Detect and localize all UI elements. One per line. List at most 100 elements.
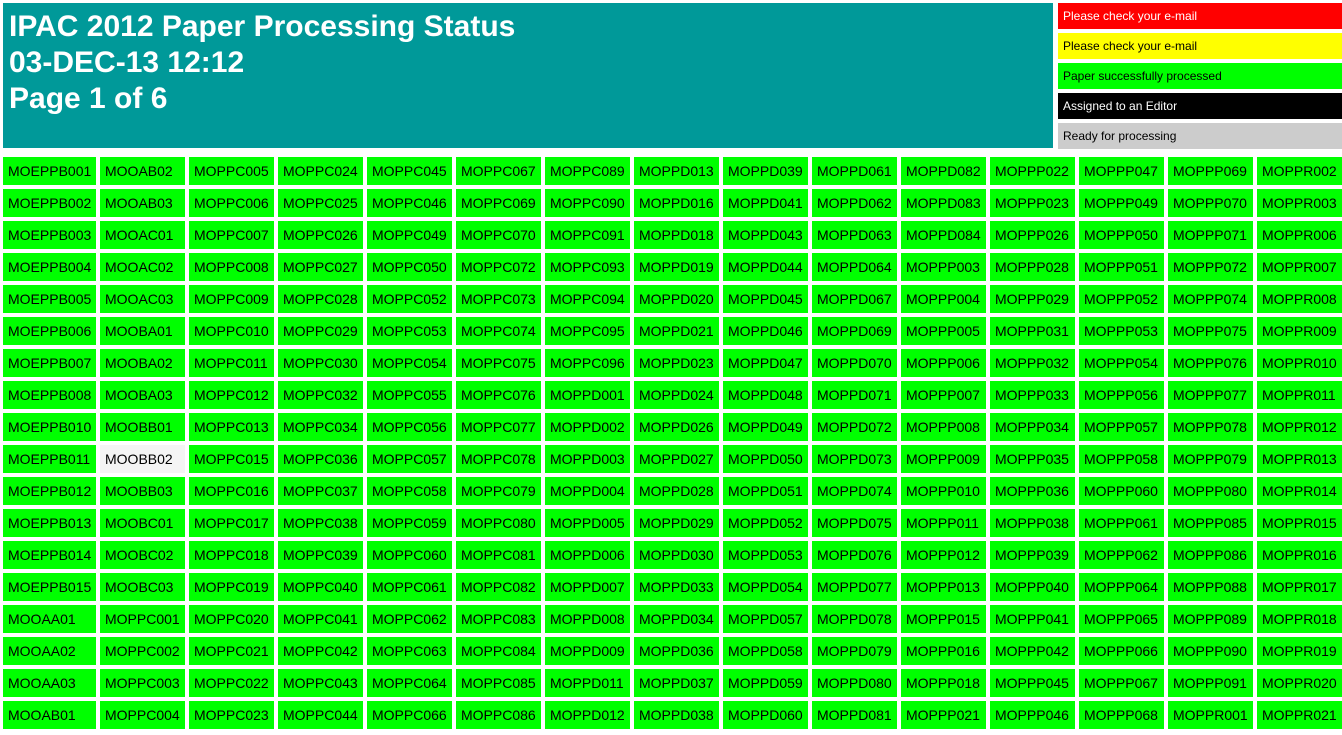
paper-cell: MOPPR020 xyxy=(1257,669,1342,697)
paper-cell: MOOAB01 xyxy=(3,701,96,729)
paper-cell: MOPPD034 xyxy=(634,605,719,633)
paper-cell: MOPPC085 xyxy=(456,669,541,697)
paper-cell: MOOAA03 xyxy=(3,669,96,697)
paper-cell: MOPPP076 xyxy=(1168,349,1253,377)
paper-cell: MOPPP005 xyxy=(901,317,986,345)
paper-cell: MOPPC007 xyxy=(189,221,274,249)
paper-cell: MOPPP040 xyxy=(990,573,1075,601)
paper-cell: MOOAC03 xyxy=(100,285,185,313)
paper-cell: MOPPC010 xyxy=(189,317,274,345)
paper-cell: MOPPD016 xyxy=(634,189,719,217)
paper-cell: MOPPC066 xyxy=(367,701,452,729)
paper-cell: MOPPD039 xyxy=(723,157,808,185)
grid-column: MOPPD039 MOPPD041 MOPPD043 MOPPD044 MOPPD045… xyxy=(723,157,808,729)
paper-cell: MOPPP046 xyxy=(990,701,1075,729)
paper-cell: MOPPD063 xyxy=(812,221,897,249)
paper-cell: MOEPPB008 xyxy=(3,381,96,409)
paper-cell: MOPPC005 xyxy=(189,157,274,185)
paper-cell: MOPPC012 xyxy=(189,381,274,409)
paper-cell: MOPPD007 xyxy=(545,573,630,601)
paper-cell: MOPPR012 xyxy=(1257,413,1342,441)
paper-cell: MOPPC079 xyxy=(456,477,541,505)
paper-cell: MOPPP079 xyxy=(1168,445,1253,473)
paper-cell: MOPPC004 xyxy=(100,701,185,729)
paper-cell: MOPPD084 xyxy=(901,221,986,249)
paper-cell: MOPPP060 xyxy=(1079,477,1164,505)
paper-cell: MOPPC070 xyxy=(456,221,541,249)
paper-cell: MOPPD059 xyxy=(723,669,808,697)
paper-cell: MOPPD018 xyxy=(634,221,719,249)
paper-cell: MOPPR017 xyxy=(1257,573,1342,601)
paper-cell: MOPPD061 xyxy=(812,157,897,185)
paper-cell: MOPPC034 xyxy=(278,413,363,441)
paper-cell: MOPPC081 xyxy=(456,541,541,569)
paper-cell: MOPPC063 xyxy=(367,637,452,665)
paper-cell: MOPPC042 xyxy=(278,637,363,665)
grid-column: MOPPC024 MOPPC025 MOPPC026 MOPPC027 MOPPC028… xyxy=(278,157,363,729)
paper-cell: MOPPP008 xyxy=(901,413,986,441)
paper-cell: MOPPD020 xyxy=(634,285,719,313)
paper-cell: MOPPR001 xyxy=(1168,701,1253,729)
paper-cell: MOPPC089 xyxy=(545,157,630,185)
paper-cell: MOOAC01 xyxy=(100,221,185,249)
paper-cell: MOPPC054 xyxy=(367,349,452,377)
paper-cell: MOEPPB002 xyxy=(3,189,96,217)
paper-cell: MOPPP072 xyxy=(1168,253,1253,281)
paper-cell: MOPPD060 xyxy=(723,701,808,729)
paper-cell: MOPPD004 xyxy=(545,477,630,505)
paper-cell: MOPPC074 xyxy=(456,317,541,345)
paper-cell: MOPPD019 xyxy=(634,253,719,281)
paper-cell: MOPPP070 xyxy=(1168,189,1253,217)
paper-cell: MOPPC049 xyxy=(367,221,452,249)
paper-cell: MOPPC020 xyxy=(189,605,274,633)
paper-cell: MOPPD052 xyxy=(723,509,808,537)
paper-cell: MOPPC080 xyxy=(456,509,541,537)
legend-item: Please check your e-mail xyxy=(1058,3,1342,29)
paper-cell: MOPPP056 xyxy=(1079,381,1164,409)
paper-cell: MOPPC023 xyxy=(189,701,274,729)
paper-cell: MOOBB02 xyxy=(100,445,185,473)
paper-cell: MOPPP049 xyxy=(1079,189,1164,217)
paper-cell: MOPPP086 xyxy=(1168,541,1253,569)
paper-cell: MOPPP003 xyxy=(901,253,986,281)
grid-column: MOPPC089 MOPPC090 MOPPC091 MOPPC093 MOPPC094… xyxy=(545,157,630,729)
paper-cell: MOPPP036 xyxy=(990,477,1075,505)
paper-cell: MOPPC058 xyxy=(367,477,452,505)
paper-cell: MOPPR006 xyxy=(1257,221,1342,249)
header: IPAC 2012 Paper Processing Status 03-DEC… xyxy=(3,3,1053,148)
paper-cell: MOPPP054 xyxy=(1079,349,1164,377)
paper-cell: MOPPP022 xyxy=(990,157,1075,185)
paper-cell: MOPPC037 xyxy=(278,477,363,505)
paper-cell: MOPPC002 xyxy=(100,637,185,665)
paper-cell: MOPPC094 xyxy=(545,285,630,313)
paper-cell: MOEPPB001 xyxy=(3,157,96,185)
paper-cell: MOPPP062 xyxy=(1079,541,1164,569)
grid-column: MOPPD013 MOPPD016 MOPPD018 MOPPD019 MOPPD020… xyxy=(634,157,719,729)
paper-cell: MOPPR016 xyxy=(1257,541,1342,569)
paper-cell: MOPPD023 xyxy=(634,349,719,377)
paper-cell: MOPPC052 xyxy=(367,285,452,313)
paper-cell: MOPPC059 xyxy=(367,509,452,537)
paper-cell: MOPPP010 xyxy=(901,477,986,505)
paper-cell: MOPPP069 xyxy=(1168,157,1253,185)
paper-cell: MOPPC041 xyxy=(278,605,363,633)
paper-cell: MOPPP029 xyxy=(990,285,1075,313)
paper-cell: MOPPP041 xyxy=(990,605,1075,633)
paper-cell: MOPPP035 xyxy=(990,445,1075,473)
paper-cell: MOPPD058 xyxy=(723,637,808,665)
paper-cell: MOPPP021 xyxy=(901,701,986,729)
paper-cell: MOPPP066 xyxy=(1079,637,1164,665)
paper-cell: MOPPC006 xyxy=(189,189,274,217)
paper-cell: MOPPP074 xyxy=(1168,285,1253,313)
paper-cell: MOPPD064 xyxy=(812,253,897,281)
paper-cell: MOPPD050 xyxy=(723,445,808,473)
paper-cell: MOPPP067 xyxy=(1079,669,1164,697)
paper-cell: MOPPD009 xyxy=(545,637,630,665)
paper-cell: MOPPD041 xyxy=(723,189,808,217)
paper-cell: MOPPD008 xyxy=(545,605,630,633)
paper-cell: MOPPC001 xyxy=(100,605,185,633)
grid-column: MOPPC005 MOPPC006 MOPPC007 MOPPC008 MOPPC009… xyxy=(189,157,274,729)
paper-cell: MOPPP009 xyxy=(901,445,986,473)
paper-cell: MOPPD013 xyxy=(634,157,719,185)
